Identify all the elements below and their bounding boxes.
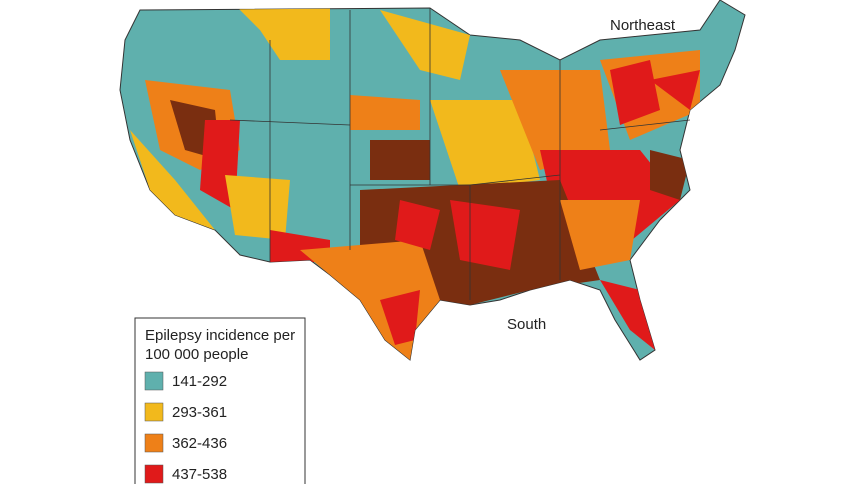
us-map <box>119 0 746 361</box>
legend-label: 362-436 <box>172 435 227 452</box>
legend: Epilepsy incidence per 100 000 people 14… <box>134 317 306 484</box>
legend-label: 293-361 <box>172 404 227 421</box>
legend-label: 141-292 <box>172 373 227 390</box>
legend-label: 437-538 <box>172 466 227 483</box>
legend-swatch <box>144 402 164 422</box>
legend-swatch <box>144 371 164 391</box>
legend-swatch <box>144 464 164 484</box>
county-patches <box>130 0 700 360</box>
legend-title: Epilepsy incidence per <box>145 327 295 344</box>
region-label: Northeast <box>610 17 676 34</box>
legend-box <box>134 317 306 484</box>
region-label: South <box>507 316 546 333</box>
legend-swatch <box>144 433 164 453</box>
legend-title: 100 000 people <box>145 346 248 363</box>
